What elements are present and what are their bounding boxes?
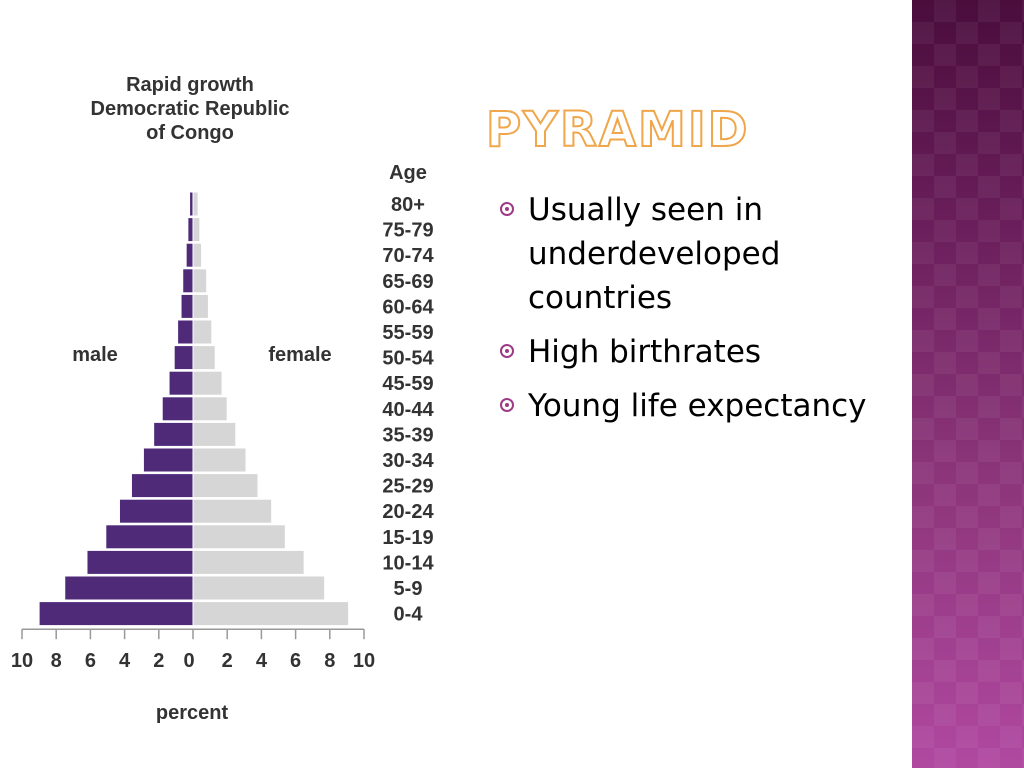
male-label: male [72,344,118,366]
x-tick-label-left: 10 [11,650,33,672]
female-bar-55-59 [192,319,213,345]
age-label: 80+ [391,194,425,216]
x-tick-label-left: 2 [153,650,164,672]
bullet-list: Usually seen in underdeveloped countries… [500,188,905,438]
male-bar-30-34 [142,447,194,473]
male-bar-60-64 [180,293,194,319]
male-bar-15-19 [105,524,194,550]
female-bar-50-54 [192,345,216,371]
x-tick-label-left: 6 [85,650,96,672]
age-label: 30-34 [382,450,434,472]
chart-title-line-3: of Congo [146,122,234,144]
female-bar-20-24 [192,498,273,524]
age-label: 70-74 [382,245,434,267]
bullet-icon [500,398,514,412]
female-bar-30-34 [192,447,247,473]
x-axis-label: percent [156,702,229,724]
x-tick-label-right: 2 [222,650,233,672]
female-bar-0-4 [192,601,350,627]
age-label: 45-59 [382,373,433,395]
population-pyramid-chart: Rapid growth Democratic Republic of Cong… [11,74,435,724]
x-tick-label-left: 0 [183,650,194,672]
age-label: 20-24 [382,501,434,523]
female-bar-45-59 [192,370,223,396]
age-label: 0-4 [394,604,424,626]
age-label: 5-9 [394,578,423,600]
age-label: 15-19 [382,527,433,549]
female-bar-40-44 [192,396,228,422]
x-tick-label-right: 4 [256,650,268,672]
male-bar-70-74 [185,242,194,268]
male-bar-80+ [189,191,194,217]
male-bar-0-4 [38,601,194,627]
age-label: 50-54 [382,348,434,370]
female-label: female [268,344,331,366]
side-decoration-band [912,0,1024,768]
bullet-item: Usually seen in underdeveloped countries [500,188,905,320]
age-label: 60-64 [382,296,434,318]
age-label: 65-69 [382,271,433,293]
x-tick-label-right: 6 [290,650,301,672]
x-tick-label-right: 8 [324,650,335,672]
female-bar-5-9 [192,575,326,601]
female-bar-80+ [192,191,199,217]
bars-group [38,191,350,627]
female-bar-10-14 [192,549,305,575]
male-bar-45-59 [168,370,194,396]
slide-title: PYRAMID [485,101,750,159]
age-label: 40-44 [382,399,434,421]
female-bar-70-74 [192,242,203,268]
chart-title-line-1: Rapid growth [126,74,254,96]
female-bar-65-69 [192,268,208,294]
male-bar-35-39 [153,421,194,447]
female-bar-75-79 [192,217,201,243]
male-bar-65-69 [182,268,194,294]
age-label: 55-59 [382,322,433,344]
female-bar-35-39 [192,421,237,447]
age-header: Age [389,162,427,184]
x-tick-label-left: 4 [119,650,131,672]
age-label: 35-39 [382,424,433,446]
diamond-pattern [912,0,1024,768]
female-bar-15-19 [192,524,286,550]
bullet-icon [500,344,514,358]
bullet-icon [500,202,514,216]
bullet-text: High birthrates [528,334,762,370]
age-labels-group: 80+ 75-79 70-74 65-69 60-64 55-59 50-54 45-59 40… [382,194,434,626]
x-tick-label-left: 8 [51,650,62,672]
age-label: 75-79 [382,220,433,242]
male-bar-55-59 [177,319,194,345]
female-bar-60-64 [192,293,209,319]
x-axis: 10 8 6 4 2 0 2 4 6 8 10 [11,628,375,672]
x-tick-label-right: 10 [353,650,375,672]
male-bar-50-54 [173,345,194,371]
bullet-item: High birthrates [500,330,905,374]
female-bar-25-29 [192,473,259,499]
male-bar-75-79 [187,217,194,243]
male-bar-25-29 [130,473,194,499]
chart-title-line-2: Democratic Republic [91,98,290,120]
male-bar-10-14 [86,549,194,575]
bullet-item: Young life expectancy [500,384,905,428]
male-bar-40-44 [161,396,194,422]
bullet-text: Young life expectancy [528,388,867,424]
bullet-text: Usually seen in underdeveloped countries [528,192,781,316]
age-label: 25-29 [382,476,433,498]
male-bar-5-9 [64,575,194,601]
age-label: 10-14 [382,552,434,574]
male-bar-20-24 [118,498,194,524]
